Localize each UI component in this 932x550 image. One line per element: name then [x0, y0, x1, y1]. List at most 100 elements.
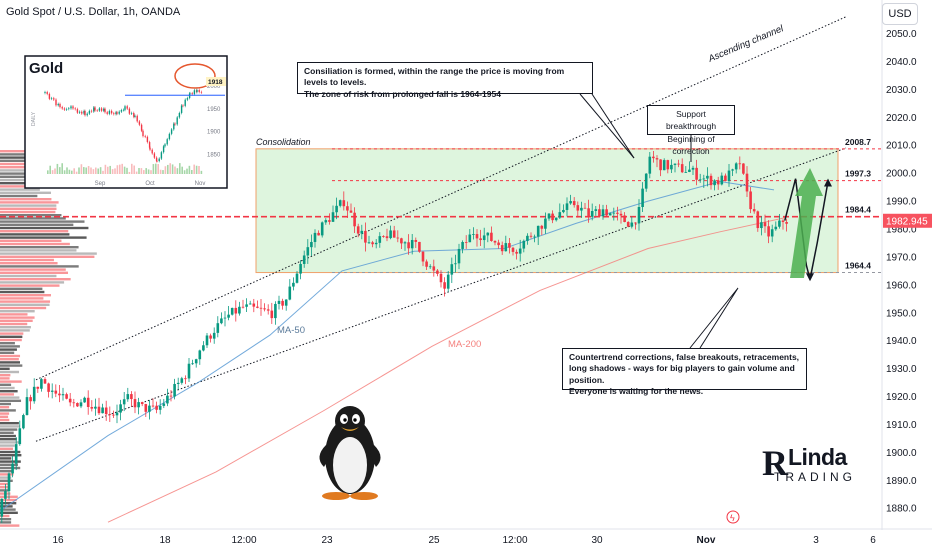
candle-body [324, 220, 328, 223]
volume-profile-bar [0, 447, 14, 450]
candle-body [781, 220, 785, 223]
inset-candle-body [104, 108, 106, 113]
candle-body [173, 383, 176, 397]
candle-body [724, 175, 727, 181]
candle-body [598, 209, 601, 217]
candle-body [176, 382, 180, 384]
penguin-belly [333, 437, 367, 493]
inset-volume-bar [200, 170, 203, 174]
candle-body [230, 307, 234, 315]
candle-body [288, 286, 292, 300]
candle-body [349, 210, 353, 213]
candle-body [778, 220, 781, 227]
candle-body [252, 303, 256, 307]
candle-body [688, 169, 691, 172]
candle-body [299, 263, 302, 274]
volume-profile-bar [0, 322, 28, 326]
candle-body [616, 212, 619, 214]
volume-profile-bar [0, 258, 54, 262]
consolidation-note-line-2: The zone of risk from prolonged fall is … [304, 88, 501, 99]
candle-body [418, 241, 421, 252]
penguin-foot-left [322, 492, 350, 500]
candle-body [626, 222, 630, 227]
candle-body [464, 242, 468, 243]
y-tick-label: 2020.0 [886, 113, 917, 124]
candle-body [58, 393, 61, 396]
inset-candle-body [88, 110, 91, 114]
candle-body [652, 156, 655, 159]
y-tick-label: 2040.0 [886, 57, 917, 68]
candle-body [540, 225, 544, 229]
candle-body [302, 255, 306, 264]
volume-profile-bar [0, 374, 11, 377]
inset-volume-bar [167, 164, 169, 174]
volume-profile-bar [0, 236, 87, 239]
candle-body [277, 300, 281, 304]
candle-body [353, 212, 356, 227]
candle-body [392, 230, 396, 238]
level-label: 1997.3 [845, 169, 871, 179]
inset-candle-body [182, 105, 184, 107]
candle-body [518, 248, 522, 254]
candle-body [184, 378, 187, 380]
inset-candle-body [108, 110, 111, 114]
inset-candle-body [200, 91, 203, 93]
candle-body [590, 210, 594, 217]
inset-volume-bar [102, 170, 104, 174]
inset-volume-bar [138, 168, 140, 174]
volume-profile-bar [0, 457, 12, 460]
inset-candle-body [126, 106, 128, 109]
volume-profile-bar [0, 255, 95, 258]
volume-profile-bar [0, 201, 59, 204]
inset-candle-body [98, 108, 101, 111]
inset-candle-body [191, 93, 193, 95]
candle-body [493, 240, 497, 243]
inset-volume-bar [51, 170, 54, 174]
inset-candle-body [72, 106, 74, 109]
inset-candle-body [193, 90, 196, 95]
volume-profile-bar [0, 473, 14, 476]
candle-body [22, 415, 25, 429]
volume-profile-bar [0, 508, 16, 511]
volume-profile-bar [0, 262, 58, 265]
candle-body [695, 167, 698, 180]
inset-volume-bar [114, 168, 116, 174]
volume-profile-bar [0, 188, 40, 191]
volume-profile-bar [0, 172, 30, 175]
logo-bottom-text: TRADING [774, 470, 856, 484]
candle-body [94, 406, 97, 409]
volume-profile-bar [0, 220, 85, 223]
candle-body [752, 209, 756, 212]
currency-button[interactable]: USD [882, 3, 918, 25]
inset-candle-body [115, 112, 117, 115]
volume-profile-bar [0, 246, 79, 249]
inset-chart: Gold DAILY 2000 1950 1900 1850 Sep Oct Nov 1918 [24, 55, 228, 189]
candle-body [104, 407, 108, 415]
inset-volume-bar [179, 163, 181, 174]
penguin-foot-right [350, 492, 378, 500]
candle-body [25, 397, 29, 416]
volume-profile-bar [0, 390, 18, 393]
inset-volume-bar [159, 169, 162, 174]
inset-volume-bar [92, 169, 95, 174]
candle-body [328, 220, 331, 222]
candle-body [403, 242, 407, 244]
candle-body [583, 207, 587, 209]
candle-body [414, 239, 418, 242]
inset-candle-body [155, 157, 158, 161]
candle-body [284, 299, 288, 306]
inset-volume-bar [176, 168, 179, 174]
candle-body [158, 405, 162, 410]
inset-candle-body [149, 147, 151, 150]
candle-body [749, 191, 752, 210]
inset-candle-body [53, 98, 55, 100]
candle-body [684, 171, 688, 173]
volume-profile-bar [0, 162, 26, 166]
candle-body [7, 473, 11, 492]
inset-volume-bar [104, 164, 107, 174]
candle-body [396, 237, 400, 239]
candle-body [47, 383, 50, 392]
volume-profile-bar [0, 476, 12, 479]
